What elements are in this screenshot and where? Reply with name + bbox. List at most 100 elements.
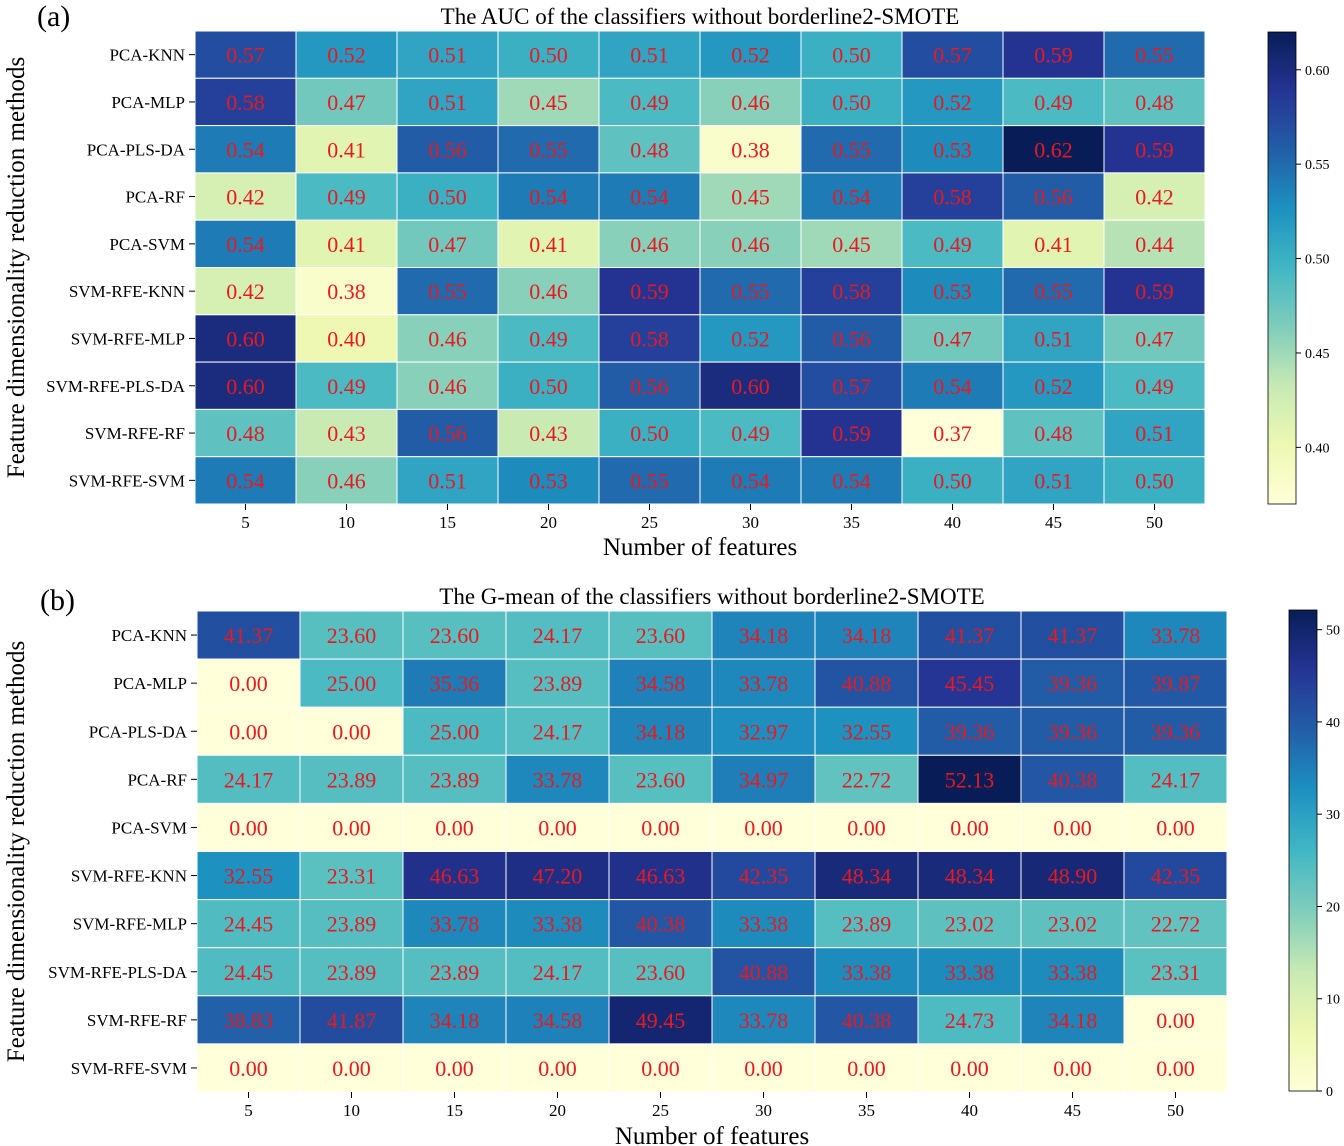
heatmap-cell xyxy=(1123,851,1228,901)
heatmap-cell xyxy=(814,610,919,660)
heatmap-cell xyxy=(598,456,701,505)
heatmap-cell xyxy=(1123,754,1228,804)
cell-value-label: 42.35 xyxy=(739,864,789,889)
heatmap-cell xyxy=(814,1043,919,1093)
heatmap-cells: 0.57 0.52 0.51 0.50 0.51 0.52 0.50 0.57 0.59 0.55… xyxy=(194,30,1206,505)
colorbar xyxy=(1267,31,1297,505)
heatmap-cell xyxy=(1103,408,1206,458)
cell-value-label: 40.38 xyxy=(636,912,686,937)
cell-value-label: 0.51 xyxy=(428,90,467,115)
cell-value-label: 0.54 xyxy=(832,468,871,493)
heatmap-cell xyxy=(497,267,600,316)
cell-value-label: 0.00 xyxy=(435,1056,474,1081)
heatmap-cell xyxy=(505,851,610,901)
heatmap-cell xyxy=(608,706,713,756)
heatmap-cell xyxy=(608,802,713,853)
cell-value-label: 33.78 xyxy=(1151,623,1201,648)
heatmap-cell xyxy=(505,706,610,756)
x-axis-label: Number of features xyxy=(603,534,797,561)
heatmap-cell xyxy=(800,172,903,221)
cell-value-label: 23.89 xyxy=(842,912,892,937)
heatmap-cell xyxy=(299,802,404,853)
heatmap-cell xyxy=(505,995,610,1045)
heatmap-cell xyxy=(1103,125,1206,174)
cell-value-label: 23.60 xyxy=(636,767,686,792)
cell-value-label: 0.52 xyxy=(731,326,770,351)
heatmap-cell xyxy=(299,658,404,708)
heatmap-cell xyxy=(1020,802,1125,853)
x-axis-label: Number of features xyxy=(615,1123,809,1146)
heatmap-cell xyxy=(608,851,713,901)
x-tick-label: 30 xyxy=(755,1101,772,1120)
cell-value-label: 0.56 xyxy=(832,326,871,351)
x-tick-label: 50 xyxy=(1146,513,1163,532)
cell-value-label: 0.00 xyxy=(332,815,371,840)
heatmap-cell xyxy=(917,706,1022,756)
cell-value-label: 39.36 xyxy=(1151,719,1201,744)
heatmap-cell xyxy=(901,219,1004,268)
cell-value-label: 0.59 xyxy=(1135,279,1174,304)
cell-value-label: 0.57 xyxy=(933,43,972,68)
x-tick-label: 15 xyxy=(446,1101,463,1120)
heatmap-cell xyxy=(1020,899,1125,949)
cell-value-label: 0.55 xyxy=(832,137,871,162)
cell-value-label: 0.49 xyxy=(529,326,568,351)
heatmap-cell xyxy=(901,408,1004,458)
heatmap-cell xyxy=(1020,610,1125,660)
cell-value-label: 34.18 xyxy=(842,623,892,648)
cell-value-label: 0.51 xyxy=(1034,326,1073,351)
cell-value-label: 0.47 xyxy=(428,232,467,257)
cell-value-label: 45.45 xyxy=(945,671,995,696)
x-tick-label: 20 xyxy=(549,1101,566,1120)
heatmap-cell xyxy=(299,610,404,660)
cell-value-label: 48.90 xyxy=(1048,864,1098,889)
y-tick-label: SVM-RFE-KNN xyxy=(69,282,185,301)
cell-value-label: 34.18 xyxy=(636,719,686,744)
heatmap-cell xyxy=(711,610,816,660)
cell-value-label: 0.37 xyxy=(933,421,972,446)
heatmap-cell xyxy=(299,1043,404,1093)
cell-value-label: 0.55 xyxy=(428,279,467,304)
heatmap-cell xyxy=(1002,77,1105,127)
heatmap-cell xyxy=(194,456,297,505)
heatmap-cell xyxy=(295,77,398,127)
cell-value-label: 0.56 xyxy=(428,421,467,446)
cell-value-label: 0.00 xyxy=(229,1056,268,1081)
x-tick-label: 10 xyxy=(338,513,355,532)
heatmap-cell xyxy=(917,851,1022,901)
heatmap-cell xyxy=(1002,219,1105,268)
heatmap-cell xyxy=(497,314,600,363)
cell-value-label: 0.00 xyxy=(950,1056,989,1081)
x-tick-label: 45 xyxy=(1045,513,1062,532)
y-tick-label: PCA-PLS-DA xyxy=(87,140,186,159)
heatmap-cell xyxy=(402,947,507,997)
cell-value-label: 34.18 xyxy=(430,1008,480,1033)
cell-value-label: 34.18 xyxy=(739,623,789,648)
heatmap-cell xyxy=(299,947,404,997)
cell-value-label: 0.46 xyxy=(529,279,568,304)
cell-value-label: 23.89 xyxy=(533,671,583,696)
cell-value-label: 0.50 xyxy=(832,90,871,115)
heatmap-cell xyxy=(699,219,802,268)
heatmap-cell xyxy=(299,706,404,756)
cell-value-label: 24.17 xyxy=(533,960,583,985)
heatmap-cell xyxy=(598,408,701,458)
heatmap-cell xyxy=(608,754,713,804)
heatmap-cell xyxy=(699,456,802,505)
panel-label: (b) xyxy=(40,584,75,617)
cell-value-label: 0.62 xyxy=(1034,137,1073,162)
cell-value-label: 23.89 xyxy=(327,960,377,985)
heatmap-cell xyxy=(598,361,701,410)
heatmap-cell xyxy=(711,851,816,901)
colorbar-tick-label: 0.40 xyxy=(1305,441,1330,456)
heatmap-cell xyxy=(1020,995,1125,1045)
cell-value-label: 0.50 xyxy=(832,43,871,68)
heatmap-cell xyxy=(1020,1043,1125,1093)
heatmap-cell xyxy=(1103,77,1206,127)
cell-value-label: 24.45 xyxy=(224,960,274,985)
x-tick-label: 15 xyxy=(439,513,456,532)
cell-value-label: 0.00 xyxy=(847,815,886,840)
cell-value-label: 38.83 xyxy=(224,1008,274,1033)
heatmap-cell xyxy=(396,219,499,268)
y-tick-label: SVM-RFE-SVM xyxy=(71,1059,187,1078)
